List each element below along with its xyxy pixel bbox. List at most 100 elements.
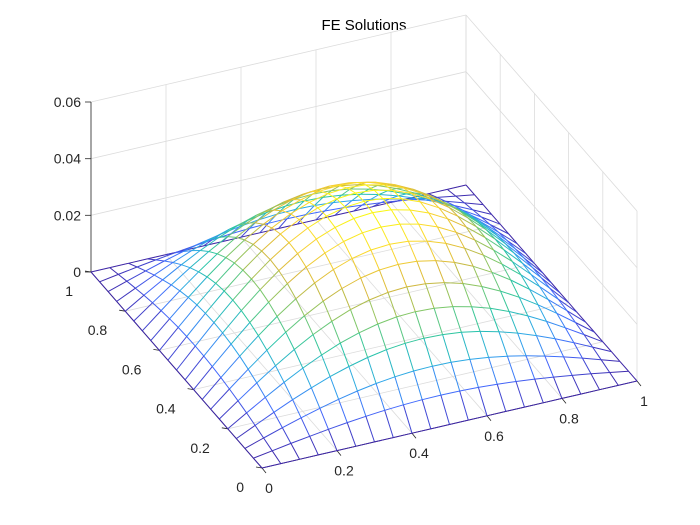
mesh-line-y-1-4	[237, 400, 248, 414]
mesh-line-x-7-5	[295, 282, 315, 300]
mesh-layer	[90, 181, 638, 469]
mesh-line-y-14-10	[430, 198, 440, 209]
x-tick-mark-2	[411, 432, 417, 439]
mesh-line-x-4-14	[490, 307, 510, 312]
mesh-line-y-5-2	[329, 376, 340, 400]
mesh-line-y-15-16	[397, 193, 407, 197]
mesh-line-x-6-9	[379, 263, 399, 271]
mesh-line-y-18-1	[581, 357, 592, 375]
mesh-line-x-5-17	[537, 304, 558, 314]
mesh-line-y-2-6	[239, 355, 249, 370]
mesh-line-x-7-10	[389, 240, 409, 245]
mesh-line-y-3-1	[300, 417, 311, 437]
mesh-line-y-17-9	[494, 238, 505, 251]
mesh-line-y-15-1	[525, 355, 536, 380]
mesh-line-x-1-16	[553, 374, 573, 378]
mesh-line-x-5-16	[519, 296, 539, 306]
mesh-line-y-0-17	[107, 291, 118, 302]
mesh-line-y-2-14	[171, 284, 181, 292]
x-tick-mark-4	[561, 398, 567, 404]
mesh-line-x-1-13	[497, 381, 517, 385]
mesh-line-y-8-8	[334, 227, 345, 242]
mesh-line-y-10-17	[295, 200, 305, 210]
mesh-line-y-17-0	[571, 375, 582, 395]
mesh-line-y-18-18	[436, 196, 446, 202]
mesh-line-y-3-3	[283, 382, 294, 400]
mesh-line-x-2-12	[469, 356, 489, 360]
mesh-line-x-7-15	[483, 254, 503, 265]
mesh-line-y-3-7	[249, 322, 259, 336]
mesh-line-x-8-4	[268, 283, 288, 303]
mesh-line-y-12-18	[324, 202, 334, 212]
mesh-line-x-11-9	[336, 192, 356, 200]
mesh-line-x-9-14	[447, 218, 467, 228]
mesh-line-y-14-4	[481, 286, 491, 309]
mesh-line-x-8-1	[211, 343, 232, 367]
mesh-line-x-3-15	[517, 332, 537, 337]
mesh-line-y-6-14	[246, 222, 255, 224]
mesh-line-x-0-4	[336, 445, 356, 452]
mesh-line-y-5-7	[286, 283, 297, 299]
mesh-line-x-6-15	[491, 271, 511, 281]
mesh-line-y-3-9	[232, 299, 242, 311]
mesh-line-y-18-8	[522, 262, 532, 275]
mesh-line-x-2-16	[544, 355, 564, 358]
mesh-line-y-1-6	[220, 377, 230, 390]
mesh-line-x-7-1	[220, 355, 241, 378]
mesh-line-x-14-6	[254, 209, 274, 224]
mesh-line-x-3-12	[461, 330, 481, 333]
mesh-line-y-3-11	[215, 282, 225, 292]
mesh-line-y-0-8	[184, 379, 194, 390]
mesh-line-y-14-9	[438, 207, 448, 220]
mesh-line-x-13-7	[281, 199, 302, 212]
y-tick-mark-0	[255, 466, 263, 469]
mesh-line-x-16-6	[237, 214, 257, 226]
mesh-line-x-5-3	[275, 349, 295, 367]
mesh-line-x-15-2	[170, 267, 191, 286]
mesh-line-x-9-5	[278, 253, 298, 271]
mesh-line-y-6-12	[263, 223, 273, 229]
mesh-line-y-5-0	[346, 422, 357, 447]
mesh-line-x-0-18	[599, 384, 619, 391]
mesh-line-y-3-18	[155, 259, 165, 262]
mesh-line-y-8-19	[240, 228, 250, 238]
mesh-line-x-9-1	[203, 332, 223, 357]
mesh-line-y-1-19	[109, 267, 119, 275]
mesh-line-x-5-19	[575, 322, 595, 333]
mesh-line-x-12-9	[327, 187, 348, 195]
mesh-line-x-0-17	[580, 389, 600, 395]
mesh-line-x-4-2	[264, 381, 285, 398]
mesh-line-x-8-10	[381, 223, 400, 228]
mesh-line-x-18-3	[164, 251, 184, 262]
mesh-line-y-8-5	[360, 277, 370, 301]
mesh-line-x-1-14	[515, 378, 535, 382]
mesh-line-x-0-3	[318, 450, 338, 456]
mesh-line-y-20-0	[628, 370, 638, 382]
mesh-line-y-18-7	[530, 274, 541, 287]
mesh-line-x-8-12	[418, 223, 438, 228]
mesh-line-y-0-1	[244, 448, 254, 459]
mesh-line-y-14-5	[472, 266, 483, 287]
mesh-line-y-10-9	[363, 200, 373, 213]
grid-line-floor-y-4	[125, 223, 501, 312]
mesh-line-x-13-8	[300, 190, 320, 201]
mesh-line-x-3-10	[423, 334, 443, 339]
mesh-line-x-9-8	[334, 218, 355, 228]
mesh-line-y-5-13	[235, 236, 245, 241]
mesh-line-y-1-0	[271, 450, 282, 464]
mesh-line-y-14-19	[353, 204, 363, 212]
mesh-line-x-1-3	[309, 428, 329, 437]
mesh-line-x-6-4	[285, 315, 305, 333]
mesh-line-y-10-4	[406, 286, 416, 312]
mesh-line-x-1-15	[534, 376, 554, 380]
mesh-line-y-9-19	[259, 222, 269, 234]
mesh-line-y-11-18	[305, 205, 315, 215]
z-tick-label-2: 0.04	[54, 151, 81, 167]
mesh-line-y-20-17	[482, 204, 492, 215]
mesh-line-x-18-13	[351, 198, 371, 202]
mesh-line-x-4-13	[471, 306, 491, 309]
mesh-line-x-19-1	[118, 266, 138, 275]
mesh-line-y-10-19	[278, 218, 288, 229]
mesh-line-y-14-2	[498, 331, 508, 357]
